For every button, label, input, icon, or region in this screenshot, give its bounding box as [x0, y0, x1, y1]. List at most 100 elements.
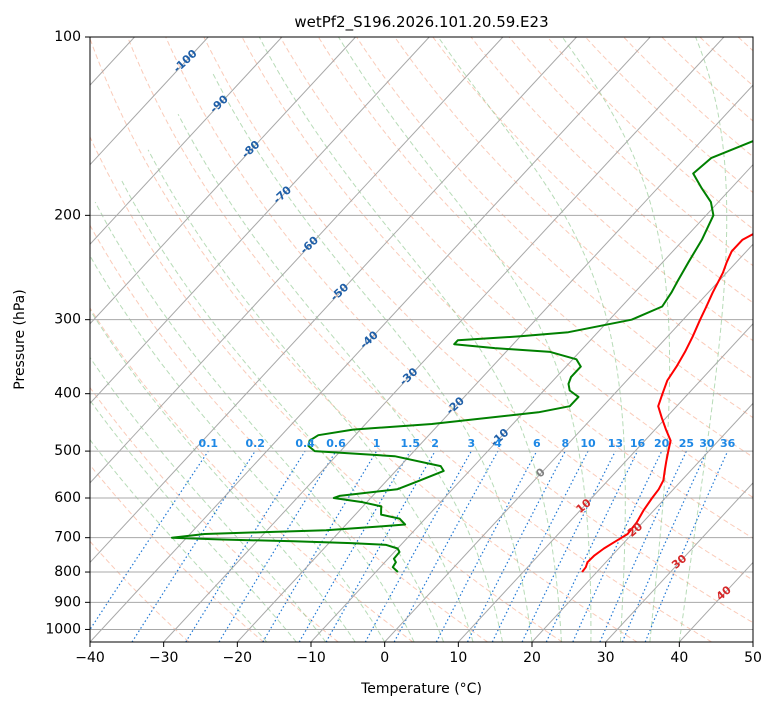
mixing-ratio-label: 0.4	[295, 437, 315, 450]
dry-adiabat-line	[279, 37, 753, 498]
mixing-ratio-label: 2	[431, 437, 439, 450]
moist-adiabat-line	[258, 37, 562, 642]
moist-adiabat-line	[212, 72, 533, 642]
mixing-ratio-label: 20	[654, 437, 670, 450]
moist-adiabat-line	[177, 113, 503, 642]
mixing-ratio-labels: 0.1 0.2 0.4 0.6 1 1.5 2 3 4 6 8 10 13 16 20 25 30 36	[199, 437, 736, 450]
isotherm-line	[90, 37, 504, 484]
dewpoint-profile-line	[170, 140, 753, 573]
mixing-ratio-label: 10	[580, 437, 596, 450]
x-tick-label: 40	[670, 650, 688, 666]
mixing-ratio-label: 8	[561, 437, 569, 450]
isotherm-line	[457, 323, 753, 642]
x-tick-label: 30	[597, 650, 615, 666]
mixing-ratio-label: 1	[373, 437, 381, 450]
moist-adiabat-line	[90, 438, 268, 642]
isotherm-line	[384, 243, 753, 642]
isotherm-line	[531, 402, 753, 642]
dry-adiabat-line	[356, 37, 753, 419]
mixing-ratio-label: 13	[608, 437, 623, 450]
isotherm-line	[90, 37, 283, 245]
plot-background	[90, 37, 753, 642]
isotherm-line	[90, 37, 356, 325]
mixing-ratio-label: 1.5	[401, 437, 421, 450]
isotherm-line	[236, 84, 753, 642]
x-tick-label: −30	[149, 650, 179, 666]
mixing-ratio-label: 16	[630, 437, 646, 450]
mixing-ratio-line	[364, 450, 472, 642]
mixing-ratio-label: 0.2	[245, 437, 265, 450]
moist-adiabat-line	[90, 399, 297, 642]
y-axis-ticks: 100 200 300 400 500 600 700 800 900 1000	[45, 29, 90, 637]
y-tick-label: 400	[54, 386, 81, 402]
x-tick-label: −10	[296, 650, 326, 666]
y-tick-label: 600	[54, 490, 81, 506]
x-tick-label: 10	[449, 650, 467, 666]
mixing-ratio-line	[599, 450, 687, 642]
mixing-ratio-line	[218, 450, 337, 642]
mixing-ratio-label: 0.6	[326, 437, 346, 450]
x-tick-label: 0	[380, 650, 389, 666]
moist-adiabat-line	[90, 254, 386, 642]
y-tick-label: 900	[54, 594, 81, 610]
moist-adiabat-line	[678, 37, 728, 642]
isotherm-line	[0, 37, 61, 642]
isotherm-line	[90, 37, 651, 642]
mixing-ratio-label: 25	[679, 437, 694, 450]
y-tick-label: 300	[54, 312, 81, 328]
dry-adiabat-line	[90, 540, 190, 642]
dry-adiabat-line	[90, 135, 563, 642]
mixing-ratio-line	[393, 450, 499, 642]
mixing-ratio-label: 6	[533, 437, 541, 450]
y-tick-label: 500	[54, 443, 81, 459]
x-axis-label: Temperature (°C)	[360, 681, 482, 697]
isotherm-line	[310, 163, 753, 642]
x-tick-label: 50	[744, 650, 762, 666]
isotherm-line	[90, 37, 209, 166]
x-tick-label: −40	[75, 650, 105, 666]
dry-adiabat-line	[432, 37, 753, 342]
y-tick-label: 700	[54, 530, 81, 546]
isotherm-line	[90, 37, 430, 405]
chart-title: wetPf2_S196.2026.101.20.59.E23	[294, 13, 548, 32]
sounding-series	[170, 140, 753, 573]
mixing-ratio-label: 36	[720, 437, 736, 450]
y-tick-label: 1000	[45, 621, 81, 637]
y-axis-label: Pressure (hPa)	[12, 289, 28, 389]
y-tick-label: 800	[54, 564, 81, 580]
dry-adiabat-line	[90, 464, 264, 642]
dry-adiabat-line	[127, 37, 712, 642]
dry-adiabat-line	[203, 37, 753, 581]
mixing-ratio-line	[491, 450, 589, 642]
dry-adiabat-line	[165, 37, 753, 624]
moist-adiabat-line	[94, 201, 415, 642]
mixing-ratio-label: 3	[467, 437, 475, 450]
mixing-ratio-line	[90, 450, 209, 631]
moist-adiabat-line	[437, 37, 626, 642]
x-axis-ticks: −40 −30 −20 −10 0 10 20 30 40 50	[75, 642, 762, 666]
dry-adiabat-line	[90, 224, 488, 642]
isotherm-line	[90, 37, 577, 564]
mixing-ratio-line	[621, 450, 708, 642]
y-tick-label: 200	[54, 207, 81, 223]
moist-adiabat-line	[90, 309, 356, 642]
mixing-ratio-label: 0.1	[199, 437, 219, 450]
y-tick-label: 100	[54, 29, 81, 45]
temperature-profile-line	[581, 232, 753, 573]
moist-adiabat-line	[561, 37, 671, 642]
pressure-gridlines	[90, 37, 753, 630]
mixing-ratio-label: 4	[494, 437, 502, 450]
plot-frame	[89, 36, 754, 643]
dry-adiabat-line	[90, 37, 638, 642]
x-tick-label: −20	[223, 650, 253, 666]
dry-adiabat-line	[470, 37, 753, 304]
isotherm-line	[752, 641, 753, 642]
mixing-ratio-label: 30	[699, 437, 715, 450]
moist-adiabat-line	[338, 37, 592, 642]
moist-adiabat-line	[90, 356, 327, 642]
x-tick-label: 20	[523, 650, 541, 666]
isotherms	[0, 37, 753, 642]
mixing-ratio-line	[131, 450, 256, 642]
isotherm-line	[605, 482, 753, 642]
